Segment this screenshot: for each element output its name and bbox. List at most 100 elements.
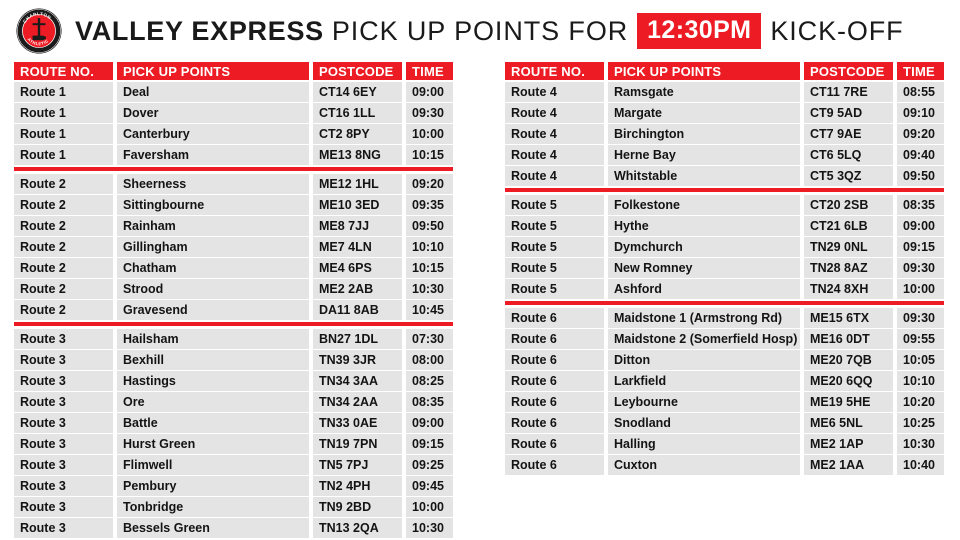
cell-time: 10:20 bbox=[897, 392, 944, 412]
table-row: Route 6 Ditton ME20 7QB 10:05 bbox=[505, 350, 944, 370]
table-row: Route 3 Hurst Green TN19 7PN 09:15 bbox=[14, 434, 453, 454]
cell-postcode: BN27 1DL bbox=[313, 329, 402, 349]
cell-route-no: Route 4 bbox=[505, 145, 604, 165]
cell-postcode: ME2 1AA bbox=[804, 455, 893, 475]
cell-pick-up-point: Canterbury bbox=[117, 124, 309, 144]
table-header-row: ROUTE NO. PICK UP POINTS POSTCODE TIME bbox=[505, 62, 944, 80]
cell-route-no: Route 4 bbox=[505, 166, 604, 186]
cell-route-no: Route 2 bbox=[14, 174, 113, 194]
table-row: Route 6 Leybourne ME19 5HE 10:20 bbox=[505, 392, 944, 412]
table-row: Route 6 Maidstone 1 (Armstrong Rd) ME15 6T… bbox=[505, 308, 944, 328]
table-row: Route 2 Gravesend DA11 8AB 10:45 bbox=[14, 300, 453, 320]
column-header-time: TIME bbox=[897, 62, 944, 80]
cell-pick-up-point: Birchington bbox=[608, 124, 800, 144]
cell-route-no: Route 5 bbox=[505, 216, 604, 236]
table-row: Route 3 Pembury TN2 4PH 09:45 bbox=[14, 476, 453, 496]
cell-time: 09:30 bbox=[897, 258, 944, 278]
cell-route-no: Route 4 bbox=[505, 82, 604, 102]
cell-pick-up-point: Leybourne bbox=[608, 392, 800, 412]
cell-time: 09:55 bbox=[897, 329, 944, 349]
cell-time: 09:20 bbox=[897, 124, 944, 144]
cell-route-no: Route 6 bbox=[505, 371, 604, 391]
cell-time: 09:40 bbox=[897, 145, 944, 165]
cell-pick-up-point: Folkestone bbox=[608, 195, 800, 215]
cell-postcode: ME6 5NL bbox=[804, 413, 893, 433]
column-header-postcode: POSTCODE bbox=[313, 62, 402, 80]
routes-table-right: ROUTE NO. PICK UP POINTS POSTCODE TIME Route… bbox=[505, 62, 944, 476]
table-row: Route 5 Hythe CT21 6LB 09:00 bbox=[505, 216, 944, 236]
cell-pick-up-point: Snodland bbox=[608, 413, 800, 433]
cell-route-no: Route 6 bbox=[505, 413, 604, 433]
cell-time: 10:45 bbox=[406, 300, 453, 320]
cell-pick-up-point: Halling bbox=[608, 434, 800, 454]
table-row: Route 3 Hastings TN34 3AA 08:25 bbox=[14, 371, 453, 391]
cell-time: 08:35 bbox=[897, 195, 944, 215]
cell-route-no: Route 2 bbox=[14, 300, 113, 320]
cell-route-no: Route 5 bbox=[505, 258, 604, 278]
cell-postcode: ME20 7QB bbox=[804, 350, 893, 370]
cell-postcode: DA11 8AB bbox=[313, 300, 402, 320]
table-row: Route 2 Sittingbourne ME10 3ED 09:35 bbox=[14, 195, 453, 215]
cell-route-no: Route 3 bbox=[14, 518, 113, 538]
cell-postcode: CT5 3QZ bbox=[804, 166, 893, 186]
cell-time: 09:45 bbox=[406, 476, 453, 496]
cell-pick-up-point: Deal bbox=[117, 82, 309, 102]
column-header-route-no: ROUTE NO. bbox=[14, 62, 113, 80]
table-row: Route 1 Dover CT16 1LL 09:30 bbox=[14, 103, 453, 123]
cell-postcode: TN24 8XH bbox=[804, 279, 893, 299]
cell-time: 09:35 bbox=[406, 195, 453, 215]
table-row: Route 5 Ashford TN24 8XH 10:00 bbox=[505, 279, 944, 299]
svg-text:ATHLETIC: ATHLETIC bbox=[27, 37, 50, 47]
cell-time: 10:00 bbox=[897, 279, 944, 299]
poster-header: CHARLTON ATHLETIC VALLEY EXPRESS PICK UP… bbox=[0, 0, 960, 62]
cell-route-no: Route 3 bbox=[14, 476, 113, 496]
cell-route-no: Route 3 bbox=[14, 371, 113, 391]
cell-route-no: Route 1 bbox=[14, 82, 113, 102]
cell-time: 07:30 bbox=[406, 329, 453, 349]
cell-route-no: Route 5 bbox=[505, 195, 604, 215]
cell-pick-up-point: Sheerness bbox=[117, 174, 309, 194]
cell-postcode: TN34 2AA bbox=[313, 392, 402, 412]
cell-time: 08:55 bbox=[897, 82, 944, 102]
column-header-route-no: ROUTE NO. bbox=[505, 62, 604, 80]
cell-time: 09:00 bbox=[406, 413, 453, 433]
route-group-separator bbox=[14, 322, 453, 326]
cell-route-no: Route 6 bbox=[505, 329, 604, 349]
cell-pick-up-point: Flimwell bbox=[117, 455, 309, 475]
cell-time: 09:30 bbox=[406, 103, 453, 123]
cell-route-no: Route 3 bbox=[14, 434, 113, 454]
cell-time: 09:20 bbox=[406, 174, 453, 194]
table-row: Route 1 Faversham ME13 8NG 10:15 bbox=[14, 145, 453, 165]
cell-pick-up-point: Ore bbox=[117, 392, 309, 412]
cell-postcode: TN28 8AZ bbox=[804, 258, 893, 278]
cell-pick-up-point: Cuxton bbox=[608, 455, 800, 475]
table-row: Route 6 Snodland ME6 5NL 10:25 bbox=[505, 413, 944, 433]
cell-route-no: Route 3 bbox=[14, 392, 113, 412]
cell-pick-up-point: Tonbridge bbox=[117, 497, 309, 517]
cell-postcode: ME10 3ED bbox=[313, 195, 402, 215]
cell-pick-up-point: Chatham bbox=[117, 258, 309, 278]
cell-pick-up-point: Faversham bbox=[117, 145, 309, 165]
cell-pick-up-point: Maidstone 2 (Somerfield Hosp) bbox=[608, 329, 800, 349]
cell-pick-up-point: Strood bbox=[117, 279, 309, 299]
cell-route-no: Route 6 bbox=[505, 392, 604, 412]
cell-postcode: ME8 7JJ bbox=[313, 216, 402, 236]
table-row: Route 5 New Romney TN28 8AZ 09:30 bbox=[505, 258, 944, 278]
cell-time: 10:05 bbox=[897, 350, 944, 370]
table-row: Route 2 Strood ME2 2AB 10:30 bbox=[14, 279, 453, 299]
cell-route-no: Route 5 bbox=[505, 279, 604, 299]
cell-route-no: Route 1 bbox=[14, 145, 113, 165]
table-row: Route 3 Bexhill TN39 3JR 08:00 bbox=[14, 350, 453, 370]
cell-route-no: Route 4 bbox=[505, 124, 604, 144]
cell-route-no: Route 3 bbox=[14, 497, 113, 517]
cell-route-no: Route 3 bbox=[14, 455, 113, 475]
cell-time: 08:00 bbox=[406, 350, 453, 370]
cell-pick-up-point: Dymchurch bbox=[608, 237, 800, 257]
cell-time: 09:00 bbox=[897, 216, 944, 236]
cell-postcode: TN29 0NL bbox=[804, 237, 893, 257]
cell-route-no: Route 3 bbox=[14, 413, 113, 433]
charlton-athletic-badge-icon: CHARLTON ATHLETIC bbox=[16, 8, 62, 54]
cell-time: 09:50 bbox=[897, 166, 944, 186]
cell-pick-up-point: Herne Bay bbox=[608, 145, 800, 165]
title-pick-up-points-for: PICK UP POINTS FOR bbox=[331, 15, 629, 46]
